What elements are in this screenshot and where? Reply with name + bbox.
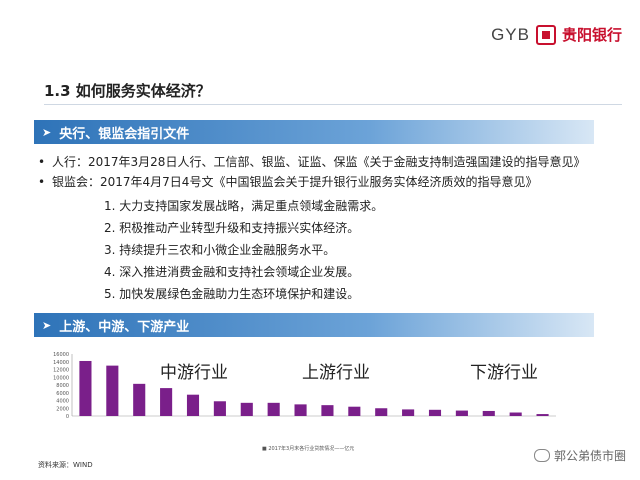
source-note: 资料来源：WIND <box>38 461 93 469</box>
section-bar-industry: ➤ 上游、中游、下游产业 <box>34 313 594 337</box>
chart-bar <box>106 365 119 416</box>
numbered-list: 1. 大力支持国家发展战略，满足重点领域金融需求。 2. 积极推动产业转型升级和… <box>104 195 383 305</box>
chart-bar <box>375 408 388 416</box>
y-tick-label: 10000 <box>53 375 69 381</box>
list-item: 3. 持续提升三农和小微企业金融服务水平。 <box>104 243 336 257</box>
wechat-icon <box>533 449 550 462</box>
industry-group-label: 下游行业 <box>470 363 538 383</box>
y-tick-label: 6000 <box>56 391 69 397</box>
chart-legend: ■ 2017年3月末各行业贷款情况——亿元 <box>262 445 354 452</box>
chart-bar <box>267 402 280 416</box>
industry-group-label: 中游行业 <box>160 363 228 383</box>
section-label: 上游、中游、下游产业 <box>59 319 190 335</box>
page-title: 1.3 如何服务实体经济？ <box>44 82 211 100</box>
chart-bar <box>79 360 92 416</box>
y-tick-label: 0 <box>66 414 69 420</box>
arrow-icon: ➤ <box>42 318 52 332</box>
chart-bar <box>321 405 334 416</box>
chart-bar <box>186 394 200 416</box>
chart-bar <box>348 406 361 416</box>
chart-bar <box>133 383 146 416</box>
chart-bar <box>428 409 442 416</box>
chart-bar <box>240 402 253 416</box>
chart-bar <box>536 414 549 416</box>
y-tick-label: 8000 <box>56 383 69 389</box>
section-label: 央行、银监会指引文件 <box>59 126 190 142</box>
chart-bar <box>482 410 495 416</box>
bank-name: 贵阳银行 <box>561 26 622 44</box>
bullet-list: • 人行：2017年3月28日人行、工信部、银监、证监、保监《关于金融支持制造强国… <box>38 152 585 192</box>
y-tick-label: 16000 <box>53 352 69 358</box>
bank-logo: GYB 贵阳银行 <box>491 24 622 45</box>
chart-bar <box>455 410 468 416</box>
bullet-icon: • <box>38 175 46 189</box>
title-divider <box>44 104 622 105</box>
section-bar-policy: ➤ 央行、银监会指引文件 <box>34 120 594 144</box>
arrow-icon: ➤ <box>42 125 52 139</box>
logo-text: GYB <box>491 24 530 44</box>
y-tick-label: 4000 <box>56 399 69 405</box>
chart-bar <box>213 401 226 416</box>
list-item: 4. 深入推进消费金融和支持社会领域企业发展。 <box>104 265 360 279</box>
bullet-icon: • <box>38 155 46 169</box>
list-item: • 人行：2017年3月28日人行、工信部、银监、证监、保监《关于金融支持制造强国… <box>38 152 585 172</box>
watermark: 郭公弟债市圈 <box>533 447 626 464</box>
y-tick-label: 2000 <box>56 406 69 412</box>
y-tick-label: 12000 <box>53 368 69 374</box>
chart-bar <box>402 409 415 416</box>
chart-bar <box>509 412 522 416</box>
chart-bar <box>160 388 173 416</box>
list-item: • 银监会：2017年4月7日4号文《中国银监会关于提升银行业服务实体经济质效的指… <box>38 172 585 192</box>
industry-group-label: 上游行业 <box>302 363 370 383</box>
list-item: 2. 积极推动产业转型升级和支持振兴实体经济。 <box>104 221 360 235</box>
watermark-text: 郭公弟债市圈 <box>553 449 626 463</box>
y-tick-label: 14000 <box>53 360 69 366</box>
logo-mark-icon <box>535 24 556 45</box>
list-item: 1. 大力支持国家发展战略，满足重点领域金融需求。 <box>104 199 384 213</box>
list-item: 5. 加快发展绿色金融助力生态环境保护和建设。 <box>104 287 360 301</box>
chart-bar <box>294 404 307 416</box>
